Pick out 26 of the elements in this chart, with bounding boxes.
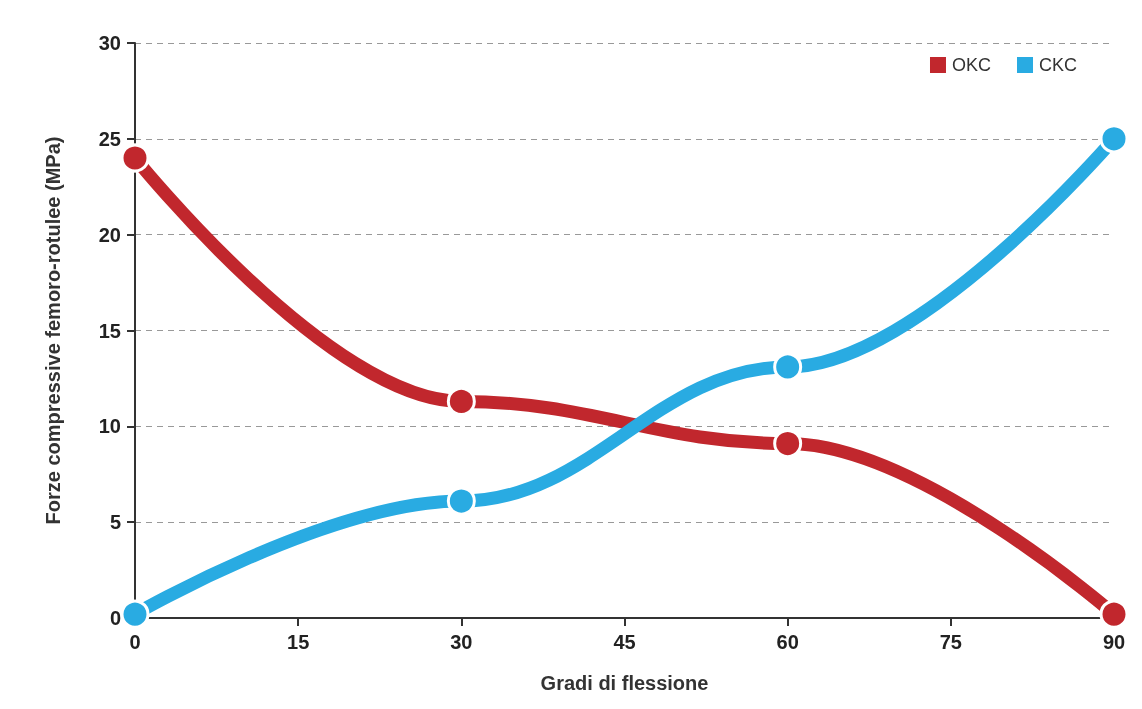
y-tick-label: 0 xyxy=(109,607,121,629)
y-tick-label: 30 xyxy=(98,32,121,54)
x-tick-label: 75 xyxy=(939,631,962,653)
y-tick-label: 20 xyxy=(98,223,121,246)
x-axis-title: Gradi di flessione xyxy=(540,672,709,694)
y-axis-title: Forze compressive femoro-rotulee (MPa) xyxy=(42,136,64,525)
x-tick-label: 60 xyxy=(776,631,799,653)
y-tick-label: 5 xyxy=(109,511,121,534)
x-tick-label: 15 xyxy=(287,631,310,653)
legend-label: OKC xyxy=(951,55,992,75)
y-tick-label: 15 xyxy=(98,319,121,342)
point xyxy=(446,486,476,516)
point xyxy=(120,143,150,173)
point xyxy=(773,429,803,459)
point xyxy=(1099,599,1129,629)
x-tick-label: 45 xyxy=(613,631,636,653)
y-tick-label: 10 xyxy=(98,415,121,438)
point xyxy=(446,386,476,416)
y-tick-label: 25 xyxy=(98,127,121,150)
point xyxy=(773,352,803,382)
point xyxy=(120,599,150,629)
x-tick-label: 0 xyxy=(129,631,141,653)
point xyxy=(1099,124,1129,154)
x-tick-label: 30 xyxy=(450,631,473,653)
x-tick-label: 90 xyxy=(1102,631,1126,653)
legend-label: CKC xyxy=(1039,55,1078,75)
